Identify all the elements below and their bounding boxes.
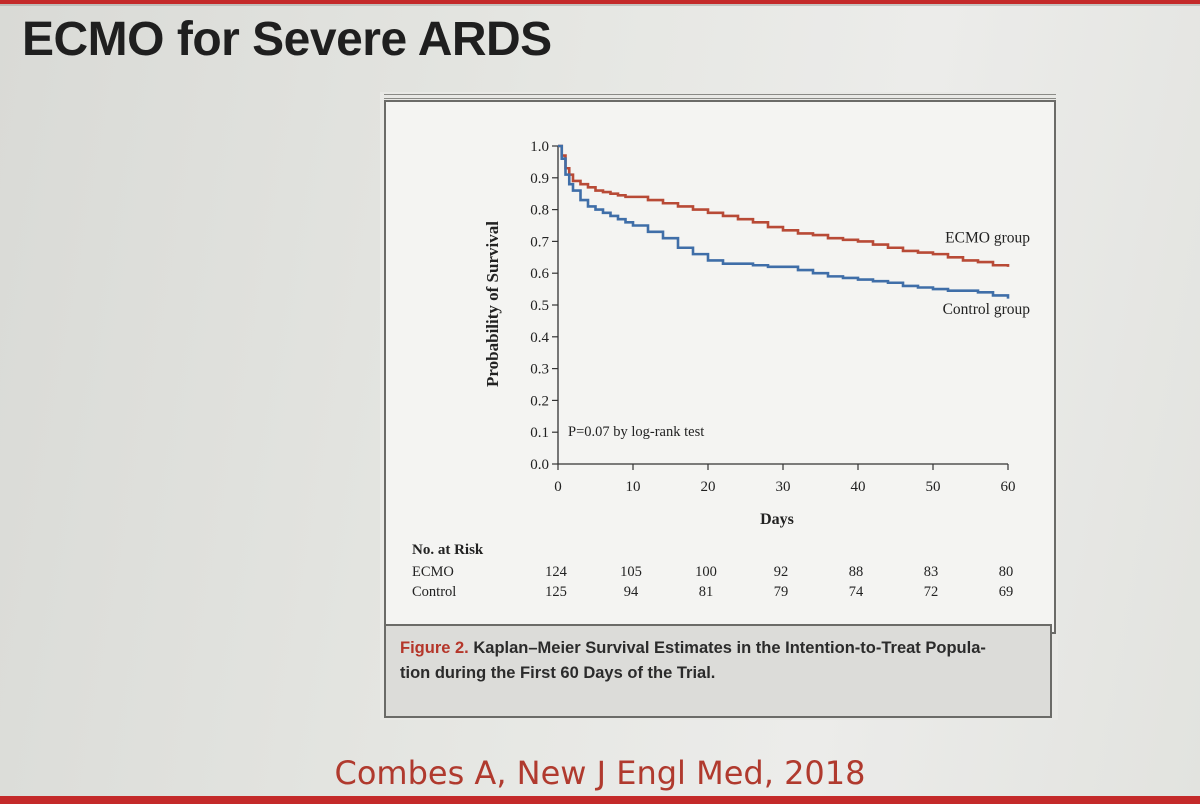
y-tick-label: 0.1 (530, 425, 549, 441)
y-axis-label: Probability of Survival (483, 221, 502, 387)
caption-box: Figure 2. Kaplan–Meier Survival Estimate… (384, 624, 1052, 718)
series-line-control-group (558, 144, 1010, 299)
caption-line-1: Kaplan–Meier Survival Estimates in the I… (473, 639, 986, 657)
km-survival-chart: 0.0 0.1 0.2 0.3 0.4 0.5 0.6 0.7 0.8 0.9 1.0 0 10 20 3… (412, 139, 1031, 600)
at-risk-value: 125 (545, 584, 567, 600)
at-risk-row-label: Control (412, 584, 456, 600)
y-tick-label: 0.3 (530, 362, 549, 378)
y-tick-label: 0.7 (530, 234, 549, 250)
y-tick-label: 1.0 (530, 139, 549, 155)
caption-figure-label: Figure 2. (400, 639, 469, 657)
at-risk-value: 105 (620, 564, 642, 580)
top-accent-bar (0, 0, 1200, 4)
at-risk-row-label: ECMO (412, 564, 454, 580)
caption-line-2: tion during the First 60 Days of the Tri… (400, 664, 716, 682)
figure-top-rule (384, 94, 1056, 99)
at-risk-value: 100 (695, 564, 717, 580)
x-tick-label: 10 (626, 479, 641, 495)
series-line-ecmo-group (558, 144, 1010, 267)
y-tick-label: 0.8 (530, 203, 549, 219)
at-risk-value: 94 (624, 584, 639, 600)
plot-panel: 0.0 0.1 0.2 0.3 0.4 0.5 0.6 0.7 0.8 0.9 1.0 0 10 20 3… (384, 100, 1056, 634)
at-risk-value: 74 (849, 584, 864, 600)
at-risk-value: 88 (849, 564, 864, 580)
series-label-control: Control group (943, 301, 1031, 318)
y-tick-label: 0.0 (530, 457, 549, 473)
y-tick-label: 0.6 (530, 266, 549, 282)
series-lines (558, 144, 1010, 299)
figure-frame: 0.0 0.1 0.2 0.3 0.4 0.5 0.6 0.7 0.8 0.9 1.0 0 10 20 3… (380, 92, 1058, 720)
y-tick-label: 0.9 (530, 171, 549, 187)
p-value-annotation: P=0.07 by log-rank test (568, 424, 704, 440)
top-divider (0, 4, 1200, 6)
slide-title: ECMO for Severe ARDS (22, 13, 552, 66)
at-risk-value: 83 (924, 564, 939, 580)
x-tick-label: 60 (1001, 479, 1016, 495)
x-tick-label: 20 (701, 479, 716, 495)
x-tick-label: 40 (851, 479, 866, 495)
at-risk-value: 124 (545, 564, 568, 580)
at-risk-value: 92 (774, 564, 789, 580)
x-axis: 0 10 20 30 40 50 60 (554, 463, 1016, 495)
at-risk-value: 80 (999, 564, 1014, 580)
figure-caption: Figure 2. Kaplan–Meier Survival Estimate… (400, 636, 1040, 686)
y-tick-label: 0.5 (530, 298, 549, 314)
y-axis: 0.0 0.1 0.2 0.3 0.4 0.5 0.6 0.7 0.8 0.9 1.0 (530, 139, 559, 473)
x-axis-label: Days (760, 511, 794, 528)
at-risk-value: 72 (924, 584, 939, 600)
at-risk-table: No. at Risk ECMO 124 105 100 92 88 83 80 Control… (412, 542, 1013, 600)
y-tick-label: 0.2 (530, 393, 549, 409)
at-risk-value: 81 (699, 584, 714, 600)
at-risk-value: 79 (774, 584, 789, 600)
y-tick-label: 0.4 (530, 330, 549, 346)
at-risk-header: No. at Risk (412, 542, 484, 558)
series-label-ecmo: ECMO group (945, 229, 1030, 246)
series-labels: ECMO group Control group (943, 229, 1031, 317)
bottom-accent-bar (0, 796, 1200, 804)
at-risk-value: 69 (999, 584, 1014, 600)
x-tick-label: 0 (554, 479, 562, 495)
x-tick-label: 30 (776, 479, 791, 495)
citation: Combes A, New J Engl Med, 2018 (334, 754, 866, 792)
x-tick-label: 50 (926, 479, 941, 495)
